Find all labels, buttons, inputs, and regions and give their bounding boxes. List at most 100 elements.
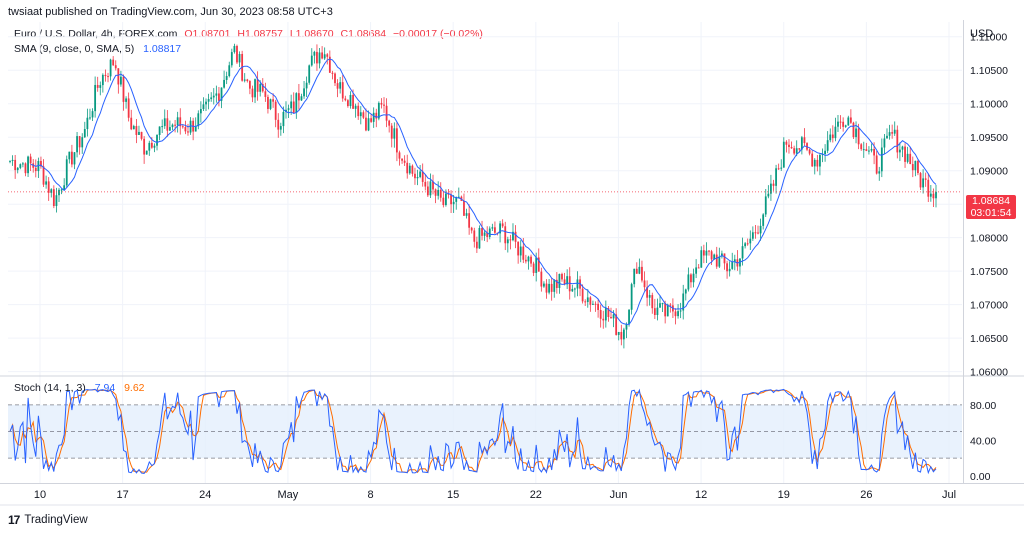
candle-body: [875, 155, 878, 174]
candle-body: [924, 178, 927, 180]
time-tick-label: 24: [199, 489, 211, 501]
candle-body: [99, 85, 102, 88]
candle-body: [112, 59, 115, 66]
candle-body: [592, 303, 594, 305]
candle-body: [914, 160, 917, 171]
candle-body: [888, 132, 891, 136]
time-tick-label: 10: [34, 489, 46, 501]
candle-body: [638, 266, 641, 274]
candle-body: [744, 243, 747, 247]
candle-body: [297, 93, 300, 101]
candle-body: [687, 274, 690, 290]
candle-body: [439, 189, 442, 198]
stoch-k-line: [9, 388, 937, 475]
candle-body: [76, 136, 78, 153]
candle-body: [700, 250, 703, 268]
candle-body: [334, 73, 336, 84]
candle-body: [715, 254, 718, 267]
candle-body: [617, 331, 620, 335]
candle-body: [233, 45, 236, 53]
candle-body: [898, 149, 901, 153]
candle-body: [837, 121, 839, 127]
currency-label[interactable]: USD: [970, 28, 994, 40]
candle-body: [633, 268, 636, 285]
candle-body: [499, 223, 501, 234]
candle-body: [664, 303, 667, 317]
stoch-k-value: 7.94: [94, 382, 116, 394]
candle-body: [465, 213, 468, 216]
candle-body: [793, 148, 796, 154]
candle-body: [527, 256, 530, 262]
candle-body: [370, 118, 373, 122]
candle-body: [215, 93, 218, 96]
candle-body: [326, 54, 329, 57]
candle-body: [181, 126, 184, 128]
candle-body: [452, 201, 455, 205]
candle-body: [96, 84, 99, 88]
stoch-label[interactable]: Stoch (14, 1, 3): [14, 382, 86, 394]
time-tick-label: 22: [530, 489, 542, 501]
candle-body: [641, 266, 643, 281]
candle-body: [635, 268, 638, 274]
candle-body: [659, 303, 661, 308]
candle-body: [313, 51, 316, 56]
candle-body: [336, 83, 339, 89]
candle-body: [303, 88, 305, 97]
candle-body: [45, 181, 48, 185]
brand-name: TradingView: [24, 514, 88, 526]
candle-body: [328, 56, 331, 73]
candle-body: [246, 79, 249, 82]
candle-body: [158, 126, 161, 136]
candle-body: [831, 134, 834, 139]
candle-body: [238, 53, 241, 63]
candle-body: [891, 132, 894, 134]
candle-body: [488, 228, 491, 237]
candle-body: [800, 137, 803, 150]
candle-body: [935, 191, 937, 199]
candle-body: [220, 87, 223, 101]
candle-body: [612, 314, 615, 319]
candle-body: [813, 159, 816, 167]
candle-body: [824, 150, 826, 155]
candle-body: [548, 283, 550, 293]
candle-body: [411, 165, 414, 174]
candle-body: [927, 179, 930, 197]
candle-body: [599, 309, 602, 319]
candle-body: [682, 293, 685, 311]
candle-body: [29, 156, 32, 164]
candle-body: [163, 118, 166, 127]
sma-label[interactable]: SMA (9, close, 0, SMA, 5): [14, 43, 135, 55]
candle-body: [901, 146, 904, 150]
candle-body: [339, 82, 342, 89]
candle-body: [909, 153, 912, 165]
candle-body: [365, 117, 367, 131]
candle-body: [857, 128, 860, 145]
candle-body: [674, 311, 677, 317]
candle-body: [522, 246, 525, 260]
candle-body: [852, 122, 855, 138]
publisher-note: twsiaat published on TradingView.com, Ju…: [8, 6, 333, 18]
candle-body: [437, 189, 440, 196]
candle-body: [710, 251, 713, 260]
candle-body: [757, 232, 759, 234]
candle-body: [450, 194, 452, 205]
candle-body: [862, 149, 865, 151]
axes-layer: 1.060001.065001.070001.075001.080001.085…: [0, 20, 1024, 506]
candle-body: [514, 231, 517, 242]
candle-body: [651, 295, 654, 309]
candle-body: [34, 167, 37, 172]
candle-body: [576, 279, 579, 289]
candle-body: [666, 304, 669, 317]
candle-body: [352, 94, 354, 109]
candle-body: [341, 82, 344, 99]
candle-body: [628, 309, 630, 325]
time-tick-label: 15: [447, 489, 459, 501]
time-tick-label: 19: [778, 489, 790, 501]
footer-brand[interactable]: 17 TradingView: [8, 513, 88, 527]
candle-body: [104, 74, 107, 77]
price-tick-label: 1.10000: [970, 99, 1008, 111]
candle-body: [530, 256, 532, 264]
candle-body: [277, 119, 280, 130]
candle-body: [558, 273, 561, 288]
